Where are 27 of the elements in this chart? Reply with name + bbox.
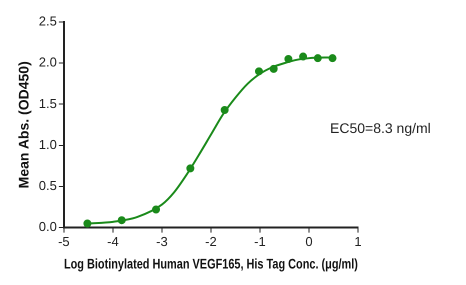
x-tick-label: -2 [205,234,217,249]
y-axis-title: Mean Abs. (OD450) [15,61,32,188]
point [299,52,308,61]
point [284,55,292,64]
point [118,216,126,224]
point [314,54,322,62]
x-tick-label: -3 [156,234,168,249]
y-tick-label: 0.5 [38,178,57,194]
point [186,164,194,172]
x-tick-label: 1 [354,234,362,249]
y-tick-label: 1.5 [38,96,57,111]
point [152,206,160,214]
annotation: EC50=8.3 ng/ml [330,120,431,136]
y-tick-label: 1.0 [38,136,57,152]
x-axis-title: Log Biotinylated Human VEGF165, His Tag Conc. (μg/ml) [64,256,358,272]
y-tick-label: 0.0 [38,219,57,234]
point [328,54,337,62]
x-tick-label: -1 [254,234,266,249]
point [220,106,229,114]
y-tick-label: 2.0 [38,54,57,70]
point [270,64,278,73]
point [254,67,263,76]
x-tick-label: 0 [305,234,313,249]
x-tick-label: -4 [107,234,119,249]
y-tick-label: 2.5 [38,14,57,29]
x-tick-label: -5 [58,234,70,249]
point [83,219,92,228]
